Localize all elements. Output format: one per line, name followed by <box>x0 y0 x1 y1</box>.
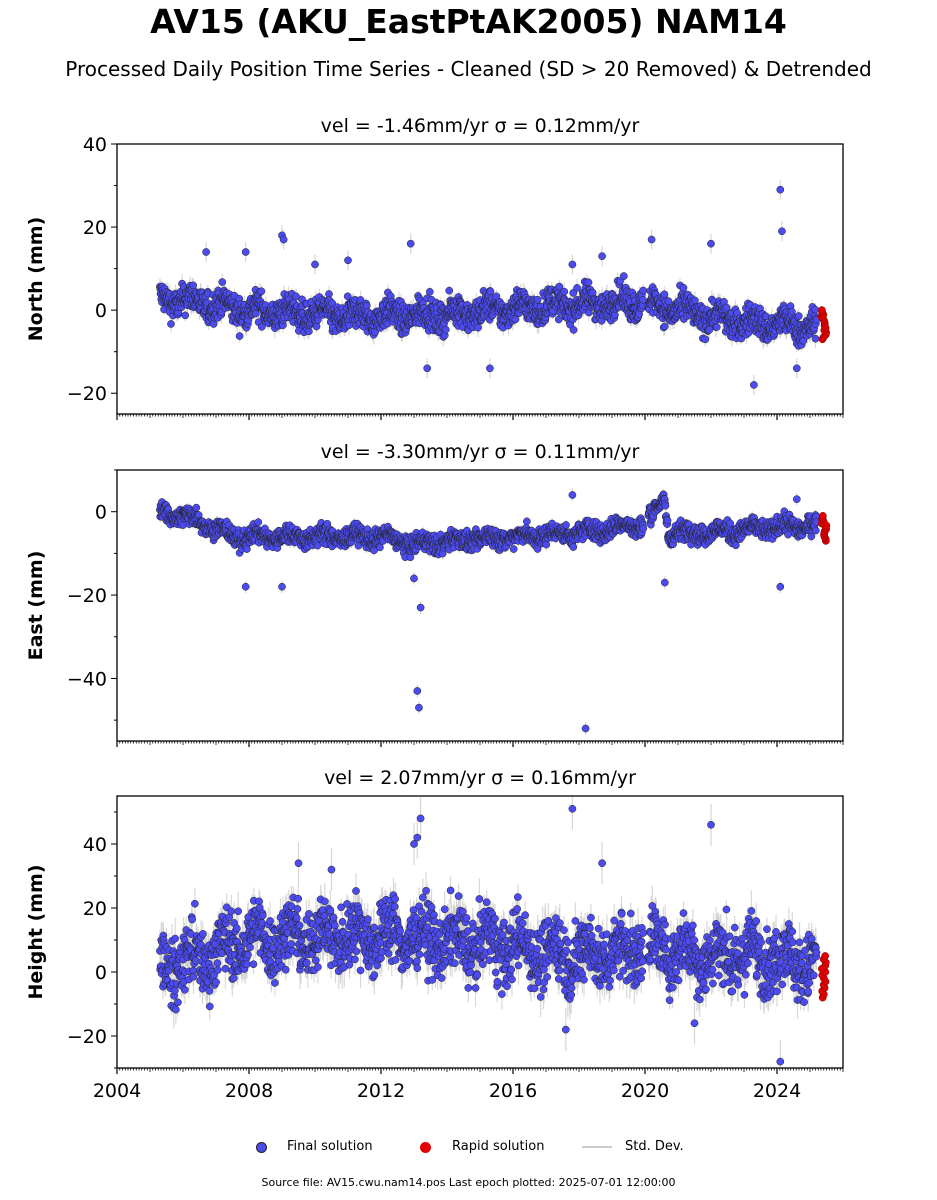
final-solution-point <box>776 185 785 194</box>
final-solution-point <box>305 327 313 336</box>
final-solution-point <box>218 278 227 286</box>
panel-title: vel = -1.46mm/yr σ = 0.12mm/yr <box>321 115 640 137</box>
panel-title: vel = -3.30mm/yr σ = 0.11mm/yr <box>321 441 640 463</box>
final-solution-point <box>425 287 434 296</box>
final-solution-point <box>423 364 432 373</box>
final-solution-point <box>788 307 796 316</box>
y-axis-label: North (mm) <box>25 217 47 342</box>
final-solution-point <box>701 335 710 344</box>
final-solution-point <box>279 235 288 244</box>
final-solution-point <box>486 364 494 373</box>
final-solution-point <box>811 305 819 314</box>
final-solution-point <box>445 286 454 295</box>
final-solution-point <box>474 323 482 332</box>
final-solution-point <box>312 322 321 331</box>
final-solution-point <box>722 303 731 312</box>
final-solution-point <box>750 381 758 389</box>
axes-frame <box>116 143 844 415</box>
final-solution-point <box>620 272 628 280</box>
final-solution-point <box>441 325 450 334</box>
final-solution-point <box>664 297 673 306</box>
final-solution-point <box>705 325 714 334</box>
final-solution-point <box>712 323 721 331</box>
final-solution-point <box>235 332 244 340</box>
final-solution-point <box>573 284 581 292</box>
page-title: AV15 (AKU_EastPtAK2005) NAM14 <box>150 2 787 41</box>
final-solution-point <box>343 292 352 301</box>
final-solution-point <box>660 322 669 331</box>
y-tick-label: 0 <box>95 300 107 322</box>
final-solution-point <box>362 301 371 310</box>
final-solution-point <box>486 287 495 296</box>
final-solution-point <box>554 315 563 324</box>
final-solution-point <box>569 326 578 334</box>
final-solution-point <box>691 296 699 305</box>
final-solution-point <box>660 290 669 299</box>
final-solution-point <box>344 256 352 265</box>
final-solution-point <box>616 277 624 286</box>
final-solution-point <box>189 281 198 290</box>
final-solution-point <box>257 287 266 296</box>
final-solution-point <box>639 286 648 295</box>
final-solution-point <box>811 334 820 343</box>
final-solution-point <box>568 260 577 269</box>
final-solution-point <box>707 239 715 248</box>
final-solution-point <box>647 235 656 244</box>
final-solution-point <box>209 320 218 328</box>
final-solution-point <box>679 283 688 292</box>
rapid-solution-point <box>818 306 826 315</box>
final-solution-point <box>794 312 803 320</box>
final-solution-point <box>792 364 801 373</box>
final-solution-point <box>257 322 266 331</box>
y-tick-label: 20 <box>83 217 107 239</box>
final-solution-point <box>311 260 319 269</box>
y-tick-label: −20 <box>67 383 107 405</box>
final-solution-point <box>181 311 190 320</box>
final-solution-point <box>584 278 593 287</box>
final-solution-point <box>560 287 569 296</box>
y-tick-label: 40 <box>83 134 107 156</box>
final-solution-point <box>778 227 786 236</box>
final-solution-point <box>639 295 647 304</box>
y-axis-label: East (mm) <box>25 551 47 661</box>
final-solution-point <box>598 252 606 261</box>
page-subtitle: Processed Daily Position Time Series - C… <box>65 57 872 81</box>
final-solution-point <box>555 282 564 291</box>
final-solution-point <box>202 248 210 256</box>
north-panel: vel = -1.46mm/yr σ = 0.12mm/yr North (mm)… <box>25 115 844 420</box>
final-solution-point <box>241 248 250 256</box>
final-solution-point <box>406 239 415 248</box>
final-solution-point <box>167 320 175 328</box>
final-solution-point <box>533 295 542 304</box>
